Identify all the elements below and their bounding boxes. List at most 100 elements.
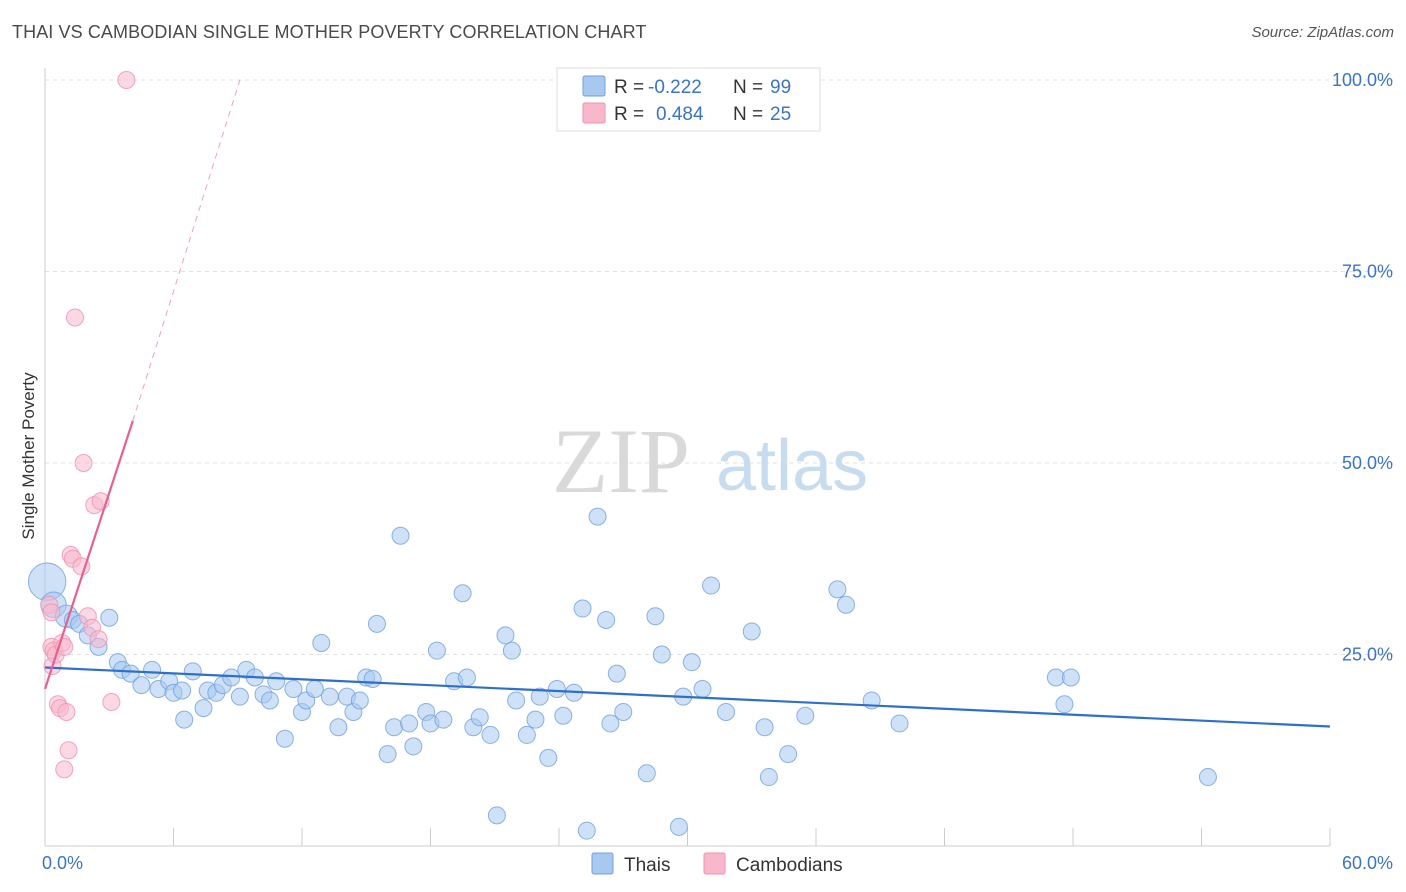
legend-n-value-thais: 99 xyxy=(770,77,791,98)
cambodians-point-16 xyxy=(74,454,93,472)
thais-point-83 xyxy=(693,679,712,698)
cambodians-point-10 xyxy=(57,702,76,721)
thais-point-52 xyxy=(434,710,453,729)
thais-point-10 xyxy=(121,664,140,683)
thais-point-36 xyxy=(320,687,339,706)
thais-point-45 xyxy=(385,718,404,737)
thais-point-67 xyxy=(547,679,566,698)
thais-point-91 xyxy=(828,580,847,599)
thais-point-61 xyxy=(502,641,521,660)
thais-point-65 xyxy=(530,687,549,706)
thais-point-7 xyxy=(100,608,119,627)
thais-point-95 xyxy=(1046,668,1065,687)
legend-n-value-cambodians: 25 xyxy=(770,104,791,125)
thais-point-35 xyxy=(312,634,331,653)
y-axis-label: Single Mother Poverty xyxy=(19,372,38,540)
thais-point-51 xyxy=(427,641,446,660)
thais-point-82 xyxy=(682,653,701,672)
legend-r-value-cambodians: 0.484 xyxy=(656,104,704,125)
tick-labels: 25.0% 50.0% 75.0% 100.0% 0.0% 60.0% xyxy=(42,70,1393,873)
thais-point-73 xyxy=(597,611,616,630)
watermark: ZIP atlas xyxy=(552,410,868,512)
thais-point-70 xyxy=(573,599,592,618)
correlation-legend: R = -0.222 N = 99 R = 0.484 N = 25 xyxy=(556,67,821,132)
thais-point-34 xyxy=(305,679,324,698)
gridlines xyxy=(45,79,1394,655)
thais-point-17 xyxy=(175,710,194,729)
cambodians-point-9 xyxy=(55,760,74,779)
y-axis-label-group: Single Mother Poverty xyxy=(19,372,38,540)
cambodians-point-11 xyxy=(59,741,78,760)
thais-point-84 xyxy=(702,576,721,595)
series-legend-swatch-thais xyxy=(591,852,614,875)
thais-point-55 xyxy=(457,668,476,687)
thais-point-76 xyxy=(614,702,633,721)
thais-point-37 xyxy=(329,718,348,737)
x-tick-label-1: 60.0% xyxy=(1342,853,1393,873)
thais-point-42 xyxy=(363,670,382,689)
thais-point-47 xyxy=(400,714,419,733)
legend-r-value-thais: -0.222 xyxy=(648,77,702,98)
thais-point-31 xyxy=(284,679,303,698)
thais-point-78 xyxy=(646,607,665,626)
legend-r-label-cambodians: R = xyxy=(614,104,644,125)
cambodians-trend-extension xyxy=(132,79,241,422)
x-tick-label-0: 0.0% xyxy=(42,853,83,873)
cambodians-point-24 xyxy=(42,603,61,622)
thais-point-58 xyxy=(481,725,500,744)
scatter-points xyxy=(27,71,1217,840)
thais-point-60 xyxy=(496,626,515,645)
thais-point-57 xyxy=(470,708,489,727)
thais-point-92 xyxy=(836,595,855,614)
series-legend-swatch-cambodians xyxy=(703,852,726,875)
chart-title: THAI VS CAMBODIAN SINGLE MOTHER POVERTY … xyxy=(12,22,647,42)
cambodians-trend-line xyxy=(43,420,134,690)
thais-point-29 xyxy=(267,672,286,691)
y-tick-label-0: 25.0% xyxy=(1342,645,1393,665)
thais-point-80 xyxy=(669,817,688,836)
thais-point-62 xyxy=(507,691,526,710)
thais-point-30 xyxy=(275,729,294,748)
thais-point-75 xyxy=(607,664,626,683)
thais-point-18 xyxy=(183,662,202,681)
thais-point-12 xyxy=(143,660,162,679)
cambodians-point-22 xyxy=(102,692,121,711)
thais-point-66 xyxy=(539,748,558,767)
thais-point-23 xyxy=(222,668,241,687)
legend-n-label-cambodians: N = xyxy=(733,104,763,125)
y-tick-label-1: 50.0% xyxy=(1342,453,1393,473)
legend-swatch-thais xyxy=(582,75,606,97)
thais-point-19 xyxy=(194,699,213,718)
thais-point-87 xyxy=(755,718,774,737)
thais-point-79 xyxy=(652,645,671,664)
thais-point-64 xyxy=(526,710,545,729)
thais-point-86 xyxy=(742,622,761,641)
thais-point-16 xyxy=(173,681,192,700)
thais-trend-line xyxy=(44,666,1331,728)
thais-point-44 xyxy=(378,745,397,764)
thais-point-85 xyxy=(717,702,736,721)
thais-point-63 xyxy=(517,725,536,744)
thais-point-96 xyxy=(1055,695,1074,714)
thais-point-90 xyxy=(796,706,815,725)
legend-r-label-thais: R = xyxy=(614,77,644,98)
thais-point-40 xyxy=(350,691,369,710)
thais-point-11 xyxy=(132,676,151,695)
thais-point-46 xyxy=(391,526,410,545)
thais-point-71 xyxy=(577,821,596,840)
watermark-atlas: atlas xyxy=(716,426,868,506)
thais-point-88 xyxy=(759,768,778,787)
thais-point-97 xyxy=(1061,668,1080,687)
thais-point-98 xyxy=(1198,768,1217,787)
thais-point-43 xyxy=(367,614,386,633)
thais-point-24 xyxy=(230,687,249,706)
cambodians-point-14 xyxy=(65,308,84,327)
thais-point-72 xyxy=(588,507,607,526)
cambodians-point-20 xyxy=(89,630,108,649)
thais-point-68 xyxy=(554,706,573,725)
cambodians-point-23 xyxy=(117,71,136,89)
trend-lines xyxy=(43,79,1331,728)
axes xyxy=(44,68,1331,847)
thais-point-48 xyxy=(404,737,423,756)
